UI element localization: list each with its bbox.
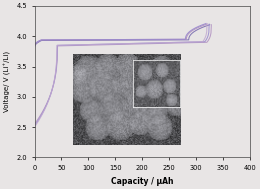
Y-axis label: Voltage/ V (Li⁺/Li): Voltage/ V (Li⁺/Li)	[3, 51, 11, 112]
X-axis label: Capacity / μAh: Capacity / μAh	[111, 177, 174, 186]
